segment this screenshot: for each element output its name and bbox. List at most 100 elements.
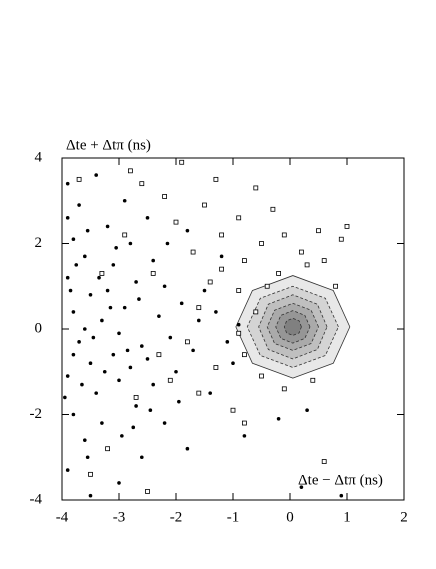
dot-point xyxy=(71,237,76,242)
square-point xyxy=(122,232,128,238)
dot-point xyxy=(71,352,76,357)
y-axis-label: Δte + Δtπ (ns) xyxy=(66,137,151,153)
y-tick-label: 4 xyxy=(35,149,43,165)
square-point xyxy=(236,288,242,293)
square-point xyxy=(270,206,276,212)
dot-point xyxy=(225,340,230,344)
dot-point xyxy=(65,275,70,280)
dot-point xyxy=(231,361,235,366)
square-point xyxy=(259,241,264,246)
dot-point xyxy=(83,254,87,259)
dot-point xyxy=(162,421,167,425)
dot-point xyxy=(100,421,104,425)
square-point xyxy=(156,352,162,358)
dot-point xyxy=(214,310,218,314)
square-point xyxy=(213,365,219,370)
dot-point xyxy=(305,408,309,413)
square-point xyxy=(202,202,207,208)
square-point xyxy=(213,176,219,182)
dot-point xyxy=(105,224,110,229)
x-tick-label: -4 xyxy=(56,509,69,525)
dot-point xyxy=(134,404,138,408)
dot-point xyxy=(114,245,118,250)
dot-point xyxy=(122,198,127,203)
square-point xyxy=(281,386,287,392)
dot-point xyxy=(117,378,121,383)
x-axis-label: Δte − Δtπ (ns) xyxy=(298,472,383,488)
dot-point xyxy=(179,301,184,306)
dot-point xyxy=(65,468,70,472)
dot-point xyxy=(140,344,144,348)
dot-point xyxy=(299,485,304,489)
square-point xyxy=(236,330,242,336)
dot-point xyxy=(162,284,167,289)
square-point xyxy=(173,219,179,225)
square-point xyxy=(264,283,270,289)
square-point xyxy=(304,262,310,268)
dot-point xyxy=(197,318,201,323)
dot-point xyxy=(97,275,101,280)
dot-point xyxy=(85,228,90,233)
square-point xyxy=(230,407,236,413)
square-point xyxy=(316,228,321,234)
dot-point xyxy=(137,297,141,301)
square-point xyxy=(133,394,139,400)
dot-point xyxy=(65,181,70,186)
dot-point xyxy=(131,425,136,430)
dot-point xyxy=(65,374,70,378)
dot-point xyxy=(185,228,190,233)
dot-point xyxy=(177,399,181,404)
dot-point xyxy=(125,348,130,353)
square-point xyxy=(298,249,304,255)
square-point xyxy=(207,279,213,285)
dot-point xyxy=(128,241,133,246)
dot-point xyxy=(85,455,90,460)
square-point xyxy=(281,232,287,238)
square-point xyxy=(162,194,168,199)
square-point xyxy=(196,305,202,311)
square-point xyxy=(259,373,264,379)
y-tick-label: -4 xyxy=(30,491,43,507)
dot-point xyxy=(94,391,98,395)
square-point xyxy=(241,352,247,358)
square-point xyxy=(253,185,259,191)
dot-point xyxy=(71,412,76,417)
dot-point xyxy=(88,361,93,366)
dot-point xyxy=(339,493,344,498)
dot-point xyxy=(168,335,173,340)
square-point xyxy=(76,176,82,182)
plot-frame xyxy=(61,157,405,501)
dot-point xyxy=(111,352,116,357)
dot-point xyxy=(77,340,81,344)
dot-point xyxy=(94,173,98,177)
dot-point xyxy=(219,254,224,259)
dot-point xyxy=(140,455,144,460)
square-point xyxy=(190,249,196,255)
square-point xyxy=(99,271,105,276)
dot-point xyxy=(117,331,121,336)
dot-point xyxy=(122,305,127,310)
square-point xyxy=(338,236,344,242)
square-point xyxy=(145,489,150,494)
dot-point xyxy=(128,365,133,370)
dot-point xyxy=(65,216,70,220)
x-tick-label: 0 xyxy=(286,509,294,525)
dot-point xyxy=(165,241,170,246)
dot-point xyxy=(83,327,87,331)
y-tick-label: 2 xyxy=(35,235,43,251)
square-point xyxy=(236,215,242,221)
x-tick-label: -1 xyxy=(227,509,240,525)
contour xyxy=(283,317,302,336)
dot-point xyxy=(276,416,281,421)
dot-point xyxy=(91,335,96,340)
dot-point xyxy=(157,314,161,318)
dot-point xyxy=(145,357,150,361)
dot-point xyxy=(117,481,121,485)
square-point xyxy=(167,377,173,383)
square-point xyxy=(184,339,190,345)
square-point xyxy=(276,271,282,276)
dot-point xyxy=(105,288,110,293)
dot-point xyxy=(102,369,107,374)
dot-point xyxy=(151,382,155,387)
